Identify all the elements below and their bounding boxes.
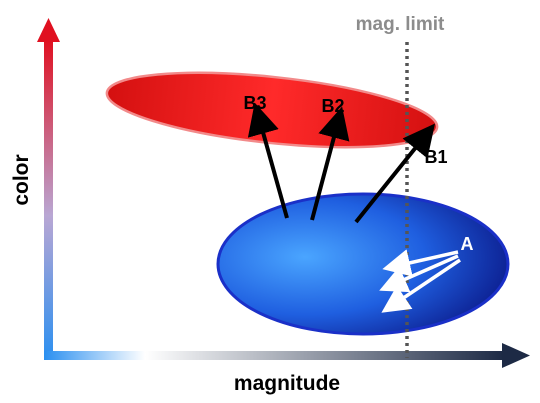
red-region (105, 71, 439, 149)
x-axis-label: magnitude (234, 372, 340, 395)
y-axis-arrow (37, 18, 60, 360)
arrow-b2 (310, 106, 350, 221)
arrow-b3 (247, 102, 289, 219)
arrow-a-2 (379, 254, 459, 293)
label-b1: B1 (424, 147, 447, 167)
label-b2: B2 (321, 96, 344, 116)
a-arrows (379, 249, 461, 313)
arrow-a-3 (381, 258, 461, 313)
y-axis-label: color (10, 154, 33, 205)
x-axis-arrow (44, 343, 530, 368)
evolution-arrows (247, 102, 436, 224)
label-b3: B3 (243, 93, 266, 113)
arrow-a-1 (382, 249, 459, 277)
label-a: A (461, 234, 474, 254)
mag-limit-label: mag. limit (356, 14, 445, 35)
arrow-b1 (354, 123, 436, 224)
blue-region (216, 192, 510, 336)
